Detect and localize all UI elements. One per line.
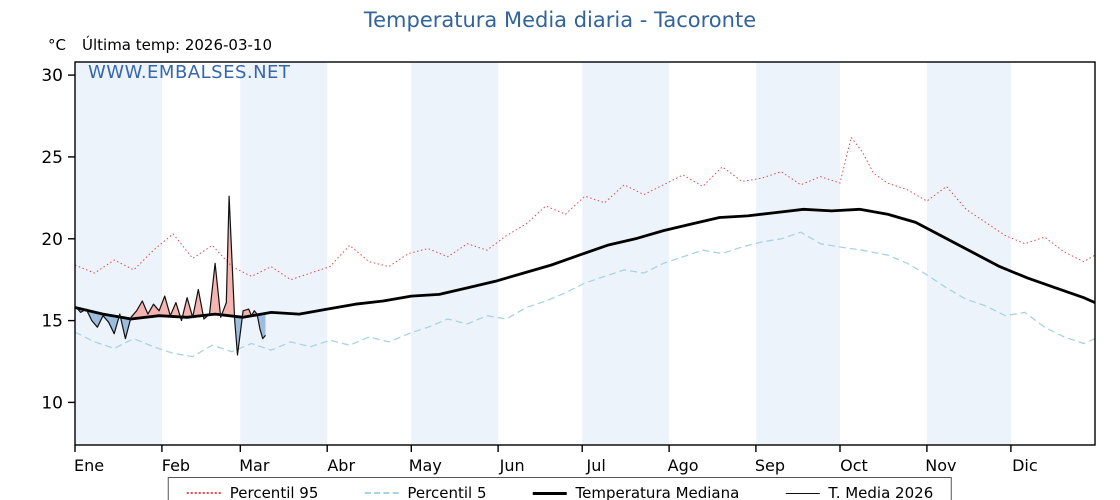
legend-label-mediana: Temperatura Mediana [575,484,740,500]
fill-below-median [121,317,131,339]
x-tick-label: Jul [586,456,606,475]
fill-above-median [193,289,204,318]
x-tick-label: Mar [239,456,270,475]
plot-frame [74,61,1096,446]
month-band [755,62,840,445]
fill-above-median [208,263,221,316]
y-tick-label: 30 [41,66,63,86]
legend-item-mediana: Temperatura Mediana [532,484,739,500]
series-temperatura-mediana [74,207,1096,321]
x-tick-label: Ene [74,456,104,475]
legend-label-percentil95: Percentil 95 [229,484,319,500]
legend-item-percentil5: Percentil 5 [364,484,486,500]
month-band [75,62,162,445]
x-tick-label: May [409,456,442,475]
legend: Percentil 95 Percentil 5 Temperatura Med… [167,477,953,500]
y-tick-label: 25 [41,148,63,168]
x-tick-label: Sep [755,456,785,475]
y-axis-unit-label: °C [48,36,66,54]
fill-above-median [182,297,193,318]
plot-area: 10 15 20 25 30 Ene Feb Mar Abr May Jun Jul Ago Sep Oct… [41,61,1096,475]
last-temp-label: Última temp: 2026-03-10 [82,36,273,54]
fill-above-median [222,196,235,319]
x-tick-label: Feb [162,456,190,475]
x-tick-label: Dic [1012,456,1038,475]
fill-below-median [257,313,266,339]
series-t-media-2026 [74,195,266,356]
x-tick-label: Ago [668,456,699,475]
x-tick-label: Nov [925,456,956,475]
x-tick-label: Abr [327,456,355,475]
y-tick-label: 15 [41,312,63,332]
x-tick-label: Jun [499,456,525,475]
y-tick-label: 10 [41,393,63,413]
month-band [240,62,328,445]
legend-label-tmedia2026: T. Media 2026 [828,484,934,500]
watermark-text: WWW.EMBALSES.NET [88,62,291,83]
percentil95-line-icon [186,492,221,494]
series-percentil-5 [74,231,1096,358]
fill-below-median [234,316,243,355]
legend-item-tmedia2026: T. Media 2026 [785,484,933,500]
x-tick-label: Oct [840,456,868,475]
month-band [926,62,1011,445]
mediana-line-icon [532,491,567,495]
month-band [411,62,499,445]
legend-item-percentil95: Percentil 95 [186,484,319,500]
month-band [582,62,670,445]
tmedia2026-line-icon [785,492,820,494]
chart-title: Temperatura Media diaria - Tacoronte [363,8,757,32]
percentil5-line-icon [364,492,399,494]
legend-label-percentil5: Percentil 5 [407,484,487,500]
y-tick-label: 20 [41,230,63,250]
